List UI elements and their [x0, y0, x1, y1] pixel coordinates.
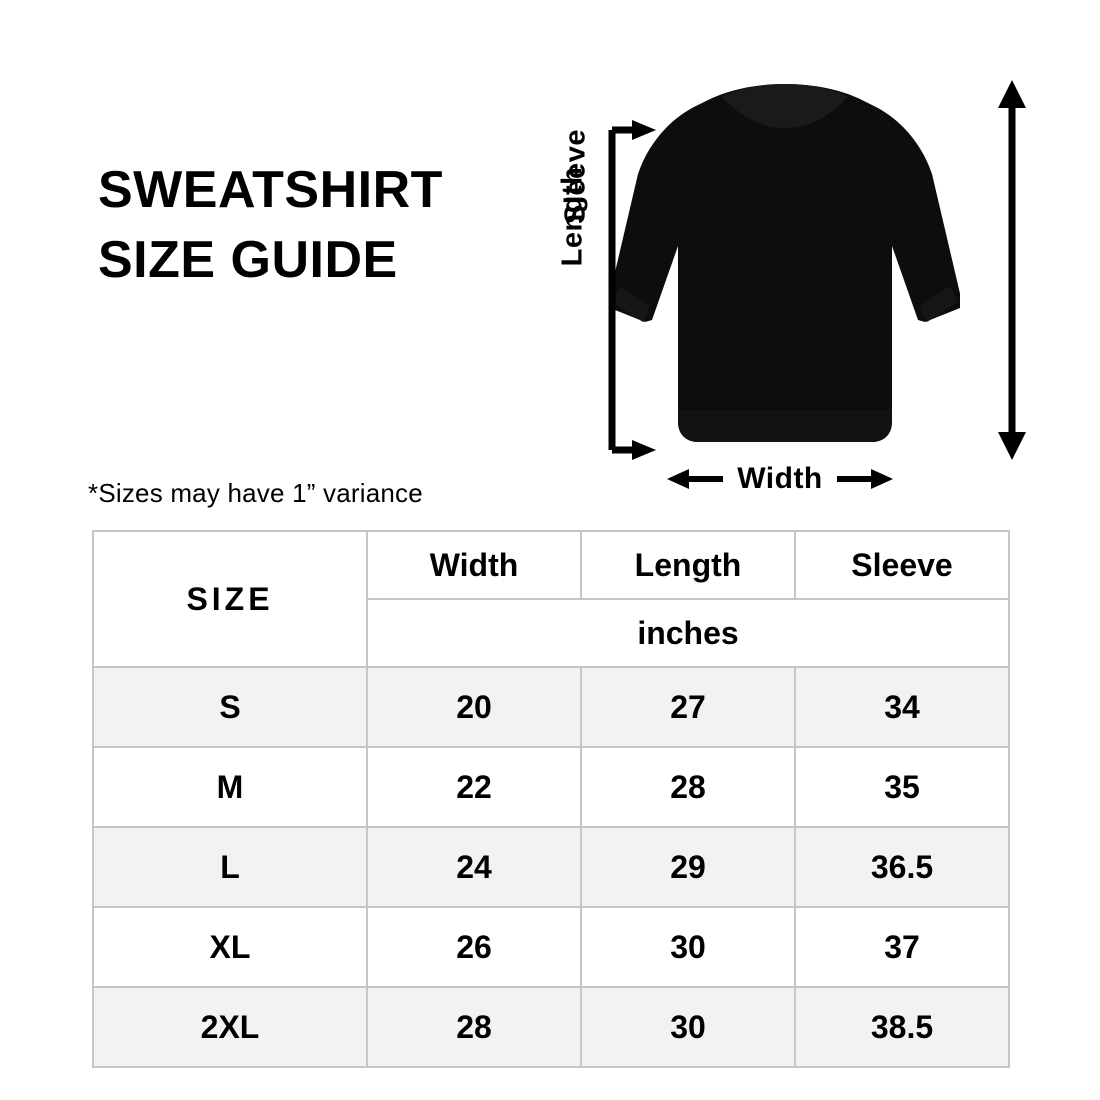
cell-width: 22	[366, 746, 582, 828]
length-measure-label: Length	[556, 166, 589, 267]
table-row: L 24 29 36.5	[92, 826, 1010, 908]
cell-size: 2XL	[92, 986, 368, 1068]
cell-sleeve: 36.5	[794, 826, 1010, 908]
page-title-line-2: SIZE GUIDE	[98, 231, 398, 290]
cell-sleeve: 34	[794, 666, 1010, 748]
table-row: 2XL 28 30 38.5	[92, 986, 1010, 1068]
cell-length: 29	[580, 826, 796, 908]
cell-width: 24	[366, 826, 582, 908]
width-measure-label: Width	[737, 462, 823, 495]
cell-size: M	[92, 746, 368, 828]
table-header-row-1: SIZE Width Length Sleeve	[92, 530, 1010, 668]
header-length: Length	[580, 530, 796, 600]
cell-sleeve: 35	[794, 746, 1010, 828]
header-sleeve: Sleeve	[794, 530, 1010, 600]
table-row: XL 26 30 37	[92, 906, 1010, 988]
cell-length: 30	[580, 906, 796, 988]
sleeve-measure-arrow-icon	[608, 120, 656, 460]
arrow-right-icon	[836, 469, 893, 489]
size-chart-table: SIZE Width Length Sleeve inches S 20 27 …	[92, 530, 1010, 1068]
cell-sleeve: 38.5	[794, 986, 1010, 1068]
header-width: Width	[366, 530, 582, 600]
page-title-line-1: SWEATSHIRT	[98, 161, 443, 219]
variance-note: *Sizes may have 1” variance	[88, 478, 423, 508]
cell-width: 28	[366, 986, 582, 1068]
cell-width: 26	[366, 906, 582, 988]
length-measure-arrow-icon	[998, 80, 1026, 460]
cell-size: XL	[92, 906, 368, 988]
width-measure: Width	[650, 455, 910, 503]
cell-length: 28	[580, 746, 796, 828]
table-header-row-2: inches	[93, 598, 1010, 668]
cell-size: L	[92, 826, 368, 908]
table-row: S 20 27 34	[92, 666, 1010, 748]
arrow-left-icon	[667, 469, 724, 489]
cell-length: 27	[580, 666, 796, 748]
page-title: SWEATSHIRT SIZE GUIDE	[98, 155, 538, 295]
table-row: M 22 28 35	[92, 746, 1010, 828]
header-size: SIZE	[92, 530, 368, 668]
cell-sleeve: 37	[794, 906, 1010, 988]
header-unit: inches	[366, 598, 1010, 668]
cell-width: 20	[366, 666, 582, 748]
garment-illustration: Sleeve Length Width	[540, 55, 1080, 515]
sweatshirt-icon	[610, 84, 960, 442]
cell-length: 30	[580, 986, 796, 1068]
cell-size: S	[92, 666, 368, 748]
